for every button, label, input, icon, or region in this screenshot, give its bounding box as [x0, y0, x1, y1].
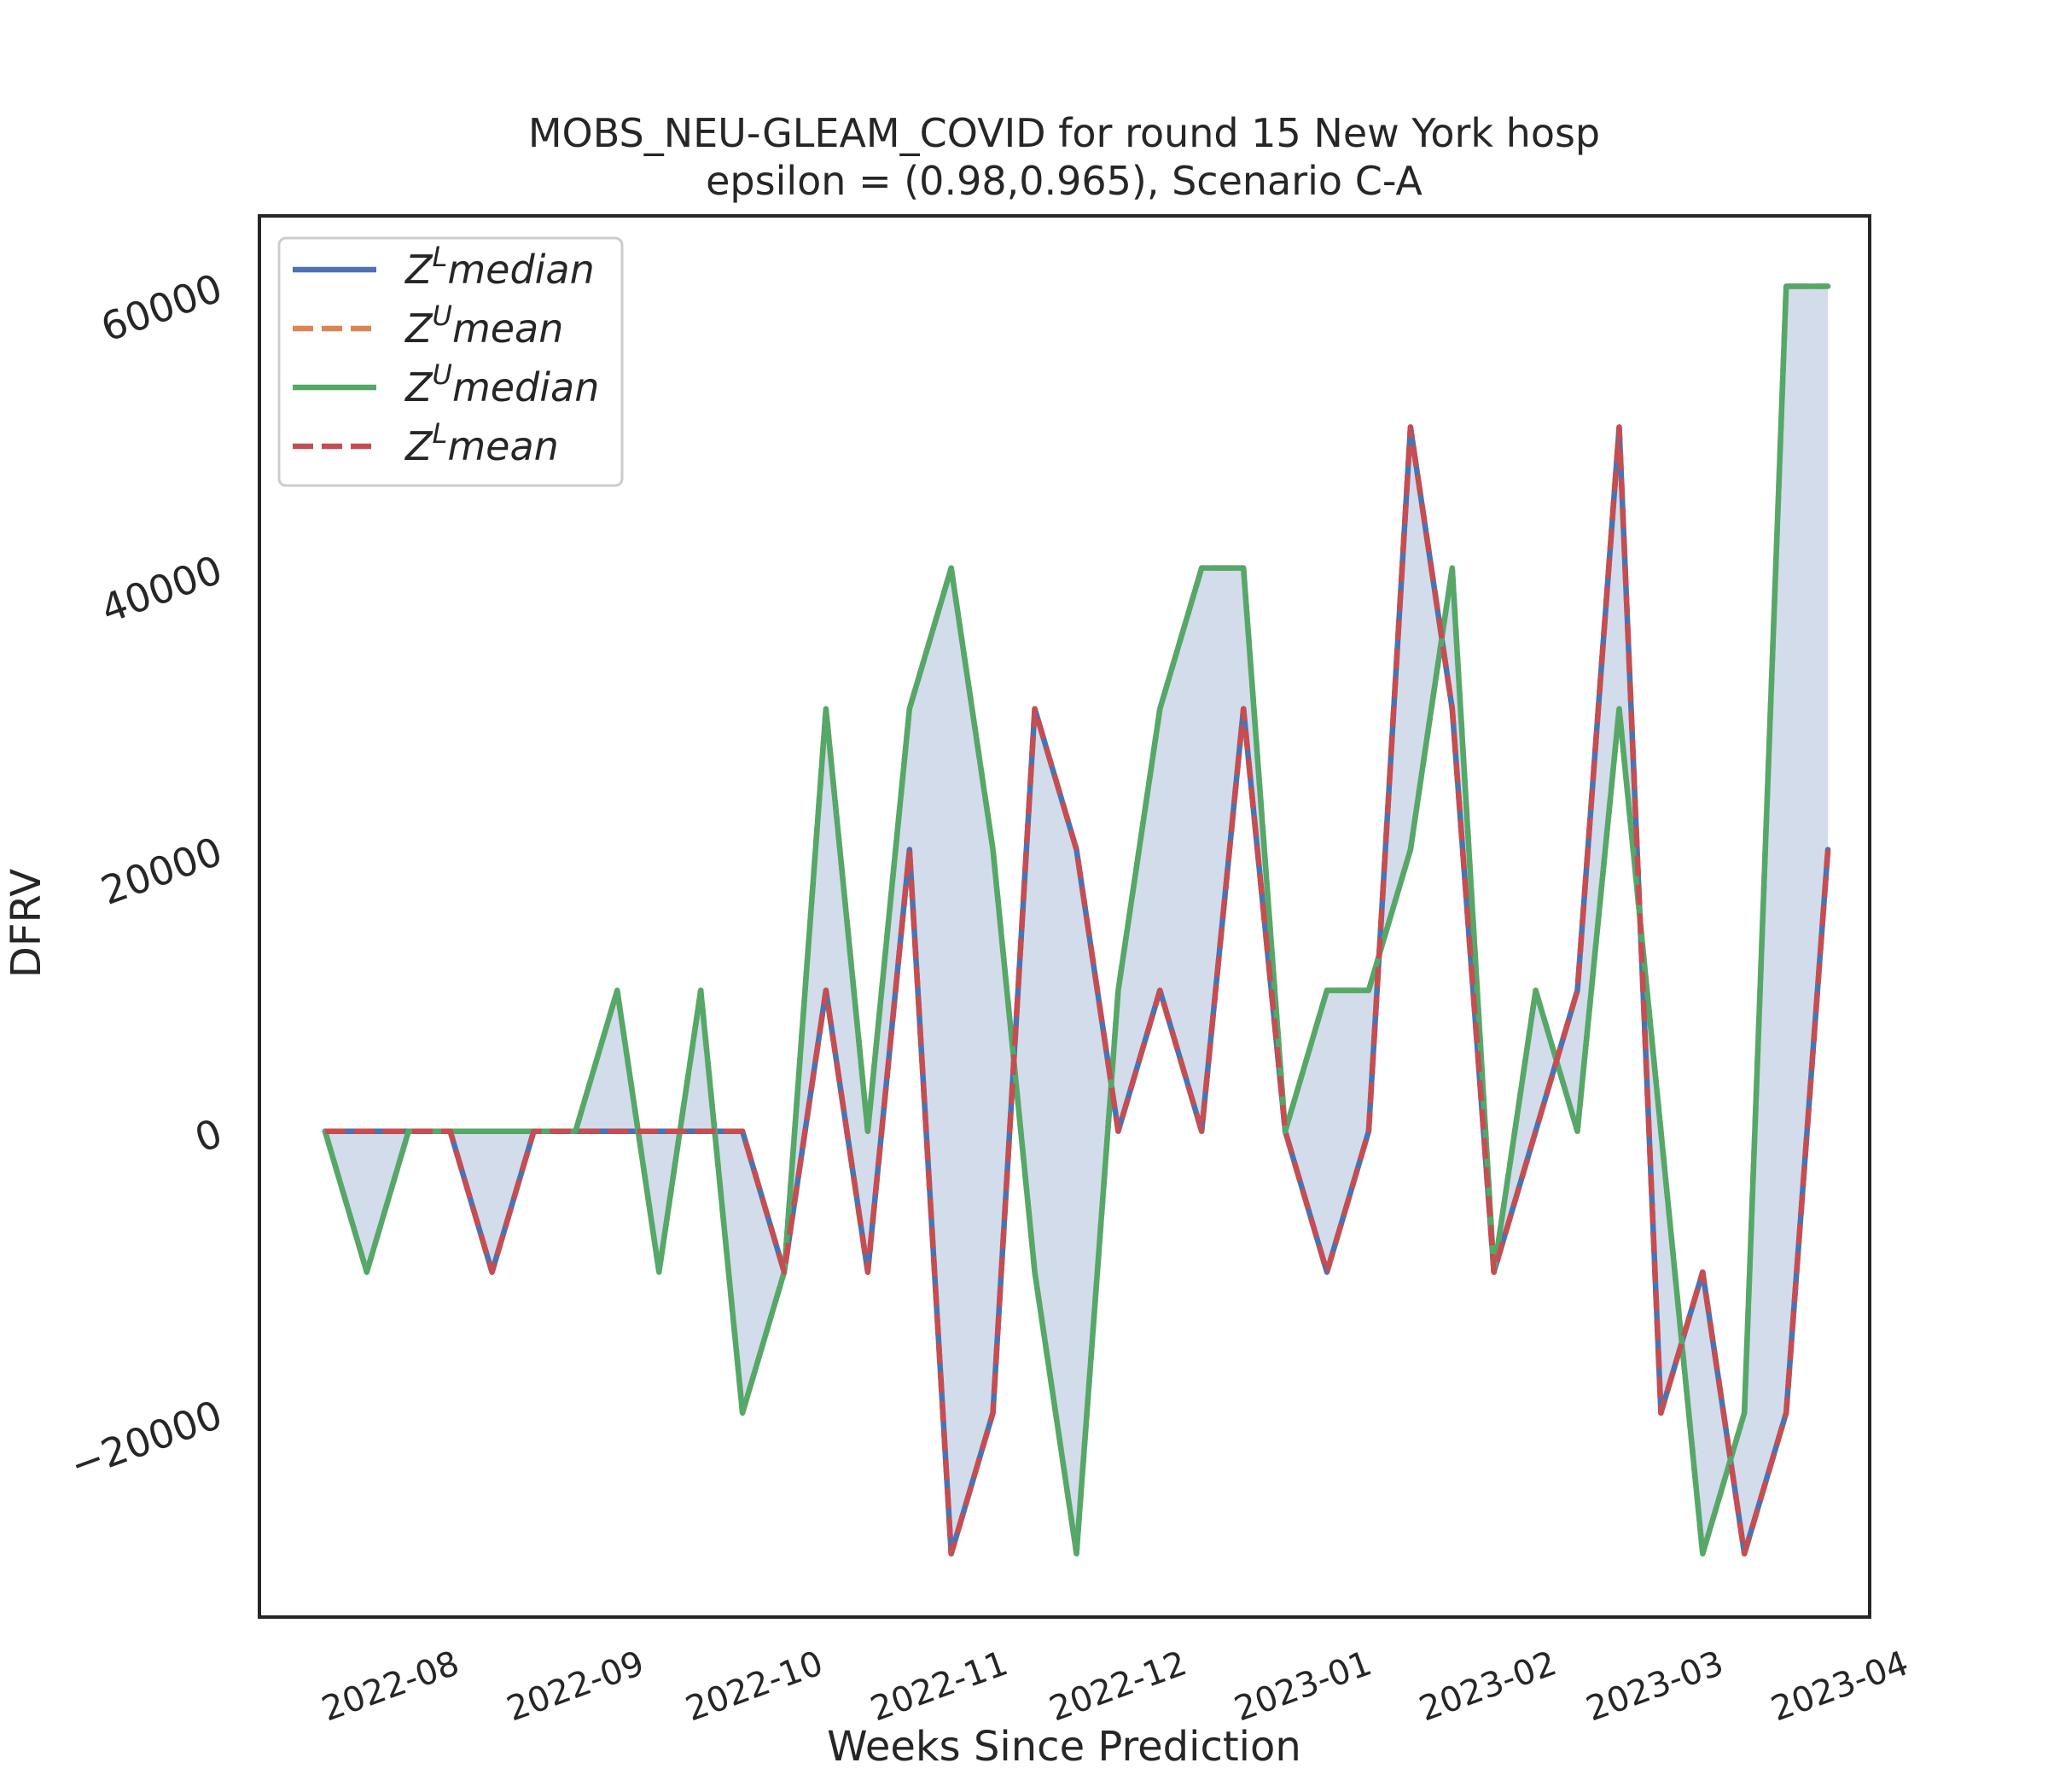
x-axis-label: Weeks Since Prediction: [827, 1723, 1301, 1771]
series-line-4: [324, 424, 1831, 1556]
legend-box: [277, 236, 624, 487]
legend-label: ZLmedian: [404, 241, 595, 293]
axes-frame: [258, 214, 1871, 1619]
series-line-3: [322, 283, 1831, 1556]
legend-label: ZUmean: [404, 300, 563, 352]
chart-title: MOBS_NEU-GLEAM_COVID for round 15 New Yo…: [528, 110, 1600, 156]
plot-area: [322, 283, 1831, 1556]
y-axis-label: DFRV: [3, 869, 50, 978]
chart-subtitle: epsilon = (0.98,0.965), Scenario C-A: [706, 158, 1423, 204]
legend-entries: ZLmedian ZUmean ZUmedian ZLmean: [293, 241, 599, 469]
legend-label: ZLmean: [404, 417, 559, 469]
series-lines-layer: [322, 283, 1831, 1556]
legend: ZLmedian ZUmean ZUmedian ZLmean: [277, 236, 624, 487]
legend-label: ZUmedian: [404, 358, 599, 410]
